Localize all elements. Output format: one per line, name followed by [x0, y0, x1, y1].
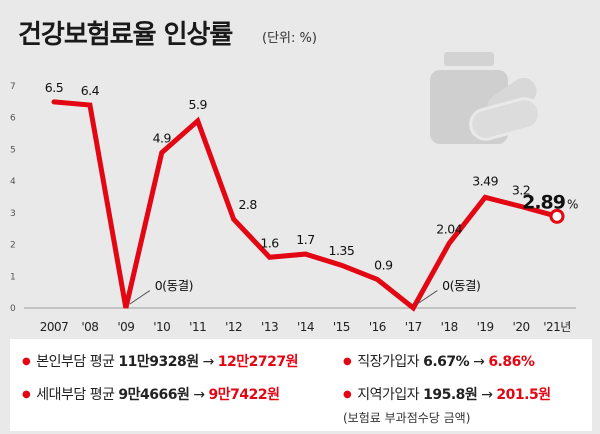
- pill-bottle-icon: [430, 52, 541, 144]
- data-label: 6.4: [81, 83, 100, 98]
- data-label: 2.8: [238, 197, 257, 212]
- info-to: 201.5원: [496, 387, 551, 403]
- annotation-leader-line: [129, 290, 151, 305]
- arrow-icon: →: [189, 387, 209, 403]
- x-tick-label: '08: [81, 320, 98, 334]
- info-from: 6.67%: [423, 354, 470, 370]
- y-tick-label: 7: [10, 82, 16, 92]
- x-tick-label: '21년: [543, 320, 571, 334]
- data-label: 2.89: [522, 191, 565, 213]
- x-tick-label: '13: [261, 320, 278, 334]
- info-box: ● 본인부담 평균 11만9328원 → 12만2727원 ● 직장가입자 6.67…: [10, 339, 592, 431]
- bullet-icon: ●: [343, 356, 352, 367]
- arrow-icon: →: [477, 387, 497, 403]
- info-row-workplace-rate: ● 직장가입자 6.67% → 6.86%: [343, 351, 535, 371]
- x-tick-label: '18: [441, 320, 458, 334]
- data-label-unit: %: [567, 197, 578, 211]
- y-tick-label: 2: [10, 241, 16, 251]
- data-label: 0(동결): [442, 278, 480, 293]
- x-tick-label: '19: [477, 320, 494, 334]
- info-label: 직장가입자: [357, 354, 424, 370]
- bullet-icon: ●: [22, 389, 31, 400]
- info-row-employee-monthly: ● 본인부담 평균 11만9328원 → 12만2727원: [22, 351, 299, 371]
- arrow-icon: →: [469, 354, 489, 370]
- x-tick-label: '12: [225, 320, 242, 334]
- data-label: 2.04: [436, 221, 462, 236]
- info-label: 세대부담 평균: [36, 387, 119, 403]
- info-note: (보험료 부과점수당 금액): [343, 411, 471, 425]
- info-label: 본인부담 평균: [36, 354, 119, 370]
- data-label: 0.9: [374, 257, 393, 272]
- info-row-regional-point: ● 지역가입자 195.8원 → 201.5원: [343, 384, 551, 404]
- arrow-icon: →: [198, 354, 218, 370]
- x-tick-label: '11: [189, 320, 206, 334]
- y-tick-label: 5: [10, 145, 16, 155]
- data-label: 5.9: [189, 97, 208, 112]
- data-label: 6.5: [45, 80, 63, 95]
- x-tick-label: '15: [333, 320, 350, 334]
- info-to: 9만7422원: [208, 387, 280, 403]
- y-tick-label: 4: [10, 177, 16, 187]
- info-from: 195.8원: [423, 387, 478, 403]
- x-tick-label: '20: [513, 320, 530, 334]
- info-to: 12만2727원: [217, 354, 299, 370]
- x-tick-label: '17: [405, 320, 422, 334]
- info-from: 9만4666원: [118, 387, 190, 403]
- data-label: 1.35: [329, 243, 355, 258]
- info-to: 6.86%: [488, 354, 535, 370]
- data-label: 3.2: [512, 183, 530, 198]
- data-label: 0(동결): [155, 278, 193, 293]
- bullet-icon: ●: [22, 356, 31, 367]
- x-tick-label: 2007: [40, 320, 69, 334]
- chart-title: 건강보험료율 인상률: [18, 20, 233, 50]
- x-tick-label: '09: [117, 320, 134, 334]
- data-label: 1.7: [296, 232, 314, 247]
- info-from: 11만9328원: [118, 354, 199, 370]
- y-tick-label: 6: [10, 114, 16, 124]
- data-label: 1.6: [260, 235, 279, 250]
- y-tick-label: 3: [10, 209, 16, 219]
- y-tick-label: 0: [10, 304, 16, 314]
- x-tick-label: '16: [369, 320, 386, 334]
- data-label: 3.49: [472, 173, 498, 188]
- data-label: 4.9: [153, 131, 172, 146]
- y-tick-label: 1: [10, 272, 16, 282]
- info-label: 지역가입자: [357, 387, 424, 403]
- bullet-icon: ●: [343, 389, 352, 400]
- line-chart: 0 1 2 3 4 5 6 7 2007 '08 '09 '10 '11 '12 '13 '14 '15 '16 '…: [10, 52, 578, 334]
- info-row-household-monthly: ● 세대부담 평균 9만4666원 → 9만7422원: [22, 384, 280, 404]
- x-tick-label: '14: [297, 320, 314, 334]
- data-point-marker: [549, 208, 565, 224]
- series-line: [51, 99, 560, 312]
- unit-label: (단위: %): [262, 31, 317, 46]
- x-tick-label: '10: [153, 320, 170, 334]
- annotation-leader-line: [417, 290, 438, 305]
